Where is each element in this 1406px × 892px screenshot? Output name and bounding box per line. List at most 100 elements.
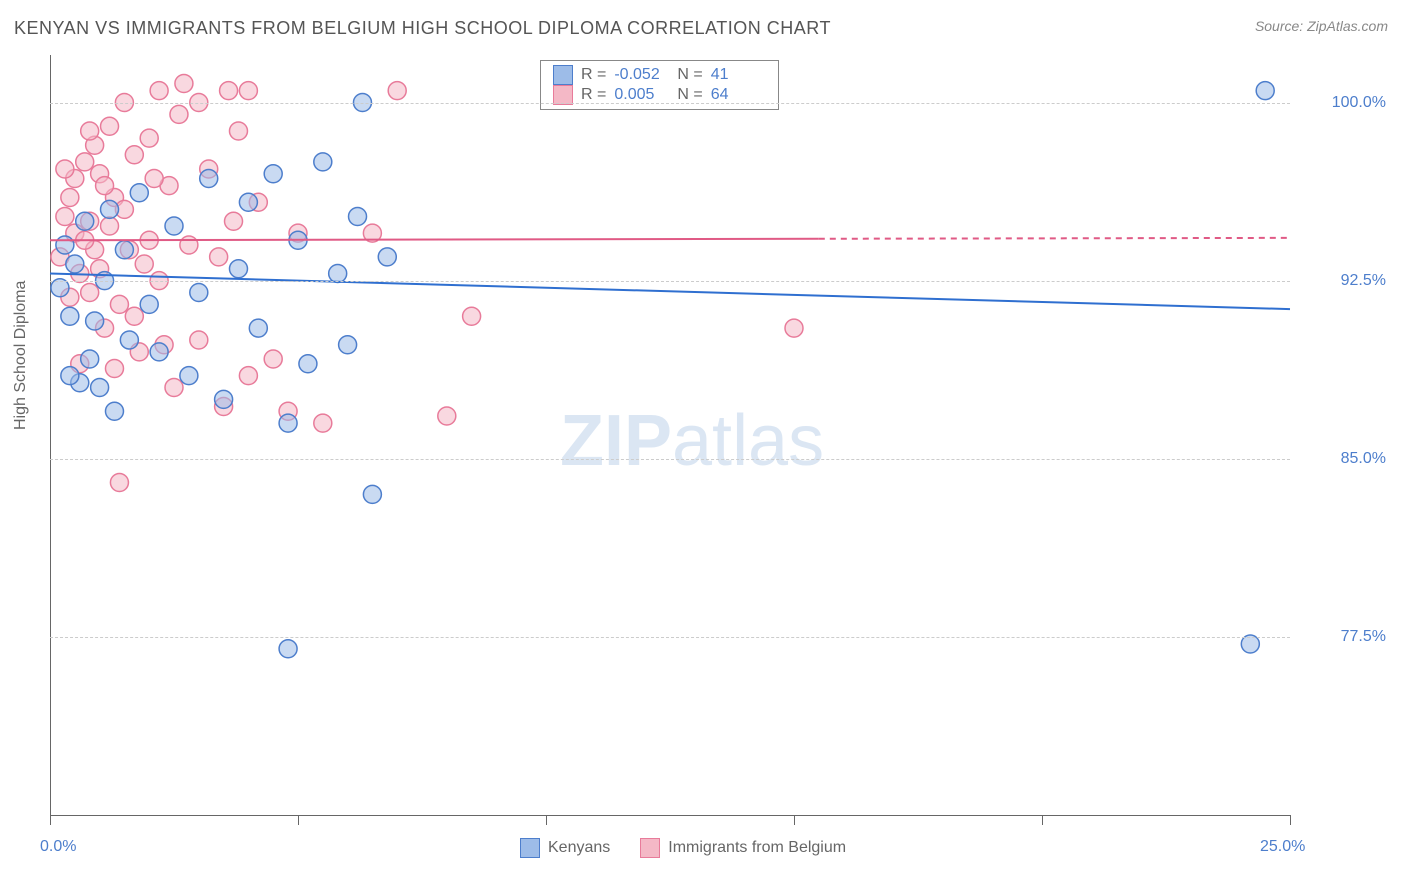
swatch-kenyans (553, 65, 573, 85)
scatter-point (180, 236, 198, 254)
scatter-point (135, 255, 153, 273)
scatter-point (140, 295, 158, 313)
scatter-point (165, 217, 183, 235)
scatter-point (96, 177, 114, 195)
scatter-point (110, 295, 128, 313)
n-label: N = (677, 86, 702, 104)
n-value-belgium: 64 (711, 86, 766, 104)
r-label: R = (581, 66, 606, 84)
scatter-point (91, 379, 109, 397)
scatter-point (56, 236, 74, 254)
scatter-point (66, 255, 84, 273)
scatter-point (170, 105, 188, 123)
scatter-point (225, 212, 243, 230)
r-label: R = (581, 86, 606, 104)
correlation-row-kenyans: R = -0.052 N = 41 (553, 65, 766, 85)
y-axis-label: High School Diploma (12, 281, 30, 430)
scatter-point (438, 407, 456, 425)
scatter-point (81, 350, 99, 368)
scatter-point (249, 319, 267, 337)
legend-label-kenyans: Kenyans (548, 839, 610, 857)
scatter-point (239, 367, 257, 385)
scatter-point (76, 153, 94, 171)
x-tick (546, 815, 547, 825)
scatter-point (61, 189, 79, 207)
source-attribution: Source: ZipAtlas.com (1255, 18, 1388, 34)
series-legend: Kenyans Immigrants from Belgium (520, 838, 846, 858)
scatter-point (125, 307, 143, 325)
scatter-point (105, 360, 123, 378)
gridline-h (50, 459, 1290, 460)
scatter-point (785, 319, 803, 337)
scatter-point (150, 82, 168, 100)
scatter-point (314, 153, 332, 171)
scatter-point (56, 160, 74, 178)
r-value-belgium: 0.005 (614, 86, 669, 104)
scatter-point (130, 184, 148, 202)
n-label: N = (677, 66, 702, 84)
scatter-point (1256, 82, 1274, 100)
scatter-point (229, 122, 247, 140)
scatter-point (378, 248, 396, 266)
gridline-h (50, 281, 1290, 282)
scatter-point (200, 170, 218, 188)
x-tick (298, 815, 299, 825)
scatter-point (110, 474, 128, 492)
scatter-point (61, 307, 79, 325)
scatter-point (388, 82, 406, 100)
y-tick-label: 77.5% (1341, 628, 1386, 646)
scatter-point (120, 331, 138, 349)
scatter-point (463, 307, 481, 325)
scatter-point (56, 208, 74, 226)
scatter-point (86, 312, 104, 330)
scatter-point (101, 117, 119, 135)
scatter-point (165, 379, 183, 397)
scatter-point (150, 343, 168, 361)
scatter-point (190, 284, 208, 302)
scatter-point (210, 248, 228, 266)
scatter-point (279, 414, 297, 432)
x-tick (794, 815, 795, 825)
scatter-point (215, 390, 233, 408)
x-tick-label: 0.0% (40, 838, 76, 856)
trend-line (50, 274, 1290, 310)
scatter-point (314, 414, 332, 432)
swatch-kenyans-bottom (520, 838, 540, 858)
gridline-h (50, 637, 1290, 638)
scatter-point (220, 82, 238, 100)
x-tick-label: 25.0% (1260, 838, 1305, 856)
scatter-point (349, 208, 367, 226)
scatter-point (145, 170, 163, 188)
x-tick (1290, 815, 1291, 825)
scatter-point (299, 355, 317, 373)
y-tick-label: 92.5% (1341, 272, 1386, 290)
scatter-point (101, 217, 119, 235)
scatter-point (175, 75, 193, 93)
chart-title: KENYAN VS IMMIGRANTS FROM BELGIUM HIGH S… (14, 18, 831, 39)
scatter-point (229, 260, 247, 278)
scatter-point (81, 122, 99, 140)
scatter-point (115, 241, 133, 259)
scatter-point (264, 165, 282, 183)
scatter-point (105, 402, 123, 420)
scatter-point (279, 640, 297, 658)
scatter-point (264, 350, 282, 368)
scatter-plot-svg (50, 55, 1290, 815)
x-tick (50, 815, 51, 825)
n-value-kenyans: 41 (711, 66, 766, 84)
x-tick (1042, 815, 1043, 825)
scatter-point (61, 367, 79, 385)
scatter-point (101, 200, 119, 218)
swatch-belgium-bottom (640, 838, 660, 858)
scatter-point (76, 212, 94, 230)
scatter-point (363, 485, 381, 503)
gridline-h (50, 103, 1290, 104)
legend-item-belgium: Immigrants from Belgium (640, 838, 846, 858)
scatter-point (239, 82, 257, 100)
legend-label-belgium: Immigrants from Belgium (668, 839, 846, 857)
r-value-kenyans: -0.052 (614, 66, 669, 84)
scatter-point (239, 193, 257, 211)
scatter-point (190, 331, 208, 349)
y-tick-label: 85.0% (1341, 450, 1386, 468)
scatter-point (81, 284, 99, 302)
